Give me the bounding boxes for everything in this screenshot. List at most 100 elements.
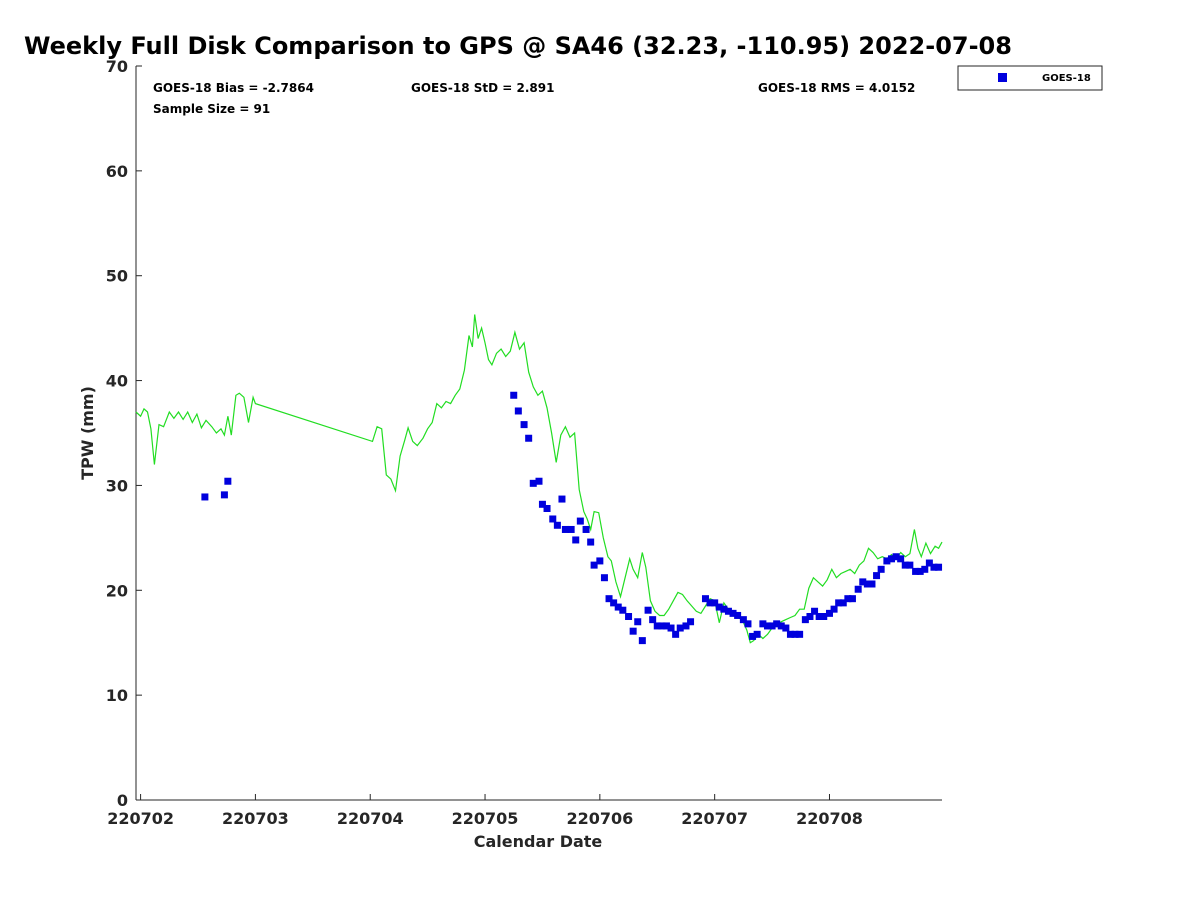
x-axis-label: Calendar Date — [474, 832, 603, 851]
goes-18-data-point — [638, 637, 646, 645]
y-tick-label: 50 — [106, 267, 128, 286]
y-tick-label: 0 — [117, 791, 128, 810]
bias-stat: GOES-18 Bias = -2.7864 — [153, 81, 314, 95]
goes-18-data-point — [753, 630, 761, 638]
chart-title: Weekly Full Disk Comparison to GPS @ SA4… — [24, 32, 1012, 60]
goes-18-data-point — [763, 622, 771, 630]
goes-18-data-point — [667, 624, 675, 632]
goes-18-data-point — [706, 599, 714, 607]
goes-18-data-point — [525, 434, 533, 442]
goes-18-data-point — [801, 616, 809, 624]
goes-18-data-point — [811, 607, 819, 615]
goes-18-data-point — [844, 595, 852, 603]
goes-18-data-point — [720, 605, 728, 613]
y-tick-label: 20 — [106, 581, 128, 600]
goes-18-data-point — [600, 574, 608, 582]
y-tick-label: 30 — [106, 476, 128, 495]
goes-18-data-point — [582, 525, 590, 533]
goes-18-data-point — [773, 620, 781, 628]
x-tick-label: 220707 — [681, 809, 748, 828]
sample-size-stat: Sample Size = 91 — [153, 102, 270, 116]
goes-18-data-point — [224, 477, 232, 485]
goes-18-data-point — [538, 500, 546, 508]
goes-18-data-point — [873, 572, 881, 580]
y-axis-label: TPW (mm) — [78, 386, 97, 480]
x-tick-label: 220704 — [337, 809, 404, 828]
legend-label-goes-18: GOES-18 — [1042, 73, 1091, 84]
goes-18-data-point — [768, 622, 776, 630]
goes-18-data-point — [572, 536, 580, 544]
goes-18-data-point — [724, 607, 732, 615]
plot-area — [135, 66, 942, 801]
goes-18-data-point — [610, 599, 618, 607]
goes-18-data-point — [201, 493, 209, 501]
goes-18-data-point — [830, 605, 838, 613]
goes-18-data-point — [682, 622, 690, 630]
goes-18-data-point — [535, 477, 543, 485]
goes-18-data-point — [854, 585, 862, 593]
goes-18-data-point — [848, 595, 856, 603]
goes-18-data-point — [687, 618, 695, 626]
goes-18-data-point — [676, 624, 684, 632]
y-tick-label: 10 — [106, 686, 128, 705]
x-tick-group: 220702 220703 220704 220705 220706 220707 2207… — [107, 794, 863, 828]
goes-18-data-point — [859, 578, 867, 586]
goes-18-data-point — [587, 538, 595, 546]
goes-18-data-point — [877, 565, 885, 573]
goes-18-data-point — [906, 561, 914, 569]
goes-18-data-point — [520, 421, 528, 429]
goes-18-data-point — [220, 491, 228, 499]
goes-18-data-point — [605, 595, 613, 603]
gps-series-line — [135, 314, 943, 644]
goes-18-data-point — [901, 561, 909, 569]
x-tick-label: 220702 — [107, 809, 174, 828]
goes-18-data-point — [749, 632, 757, 640]
goes-18-data-point — [883, 557, 891, 565]
goes-18-series-group — [201, 391, 943, 645]
goes-18-data-point — [759, 620, 767, 628]
goes-18-data-point — [835, 599, 843, 607]
goes-18-data-point — [619, 606, 627, 614]
goes-18-data-point — [744, 620, 752, 628]
goes-18-data-point — [629, 627, 637, 635]
goes-18-data-point — [786, 630, 794, 638]
goes-18-data-point — [510, 391, 518, 399]
goes-18-data-point — [561, 525, 569, 533]
goes-18-data-point — [930, 563, 938, 571]
goes-18-data-point — [887, 555, 895, 563]
goes-18-data-point — [739, 616, 747, 624]
goes-18-data-point — [796, 630, 804, 638]
goes-18-data-point — [558, 495, 566, 503]
goes-18-data-point — [935, 563, 943, 571]
goes-18-data-point — [921, 565, 929, 573]
goes-18-data-point — [625, 613, 633, 620]
rms-stat: GOES-18 RMS = 4.0152 — [758, 81, 915, 95]
goes-18-data-point — [567, 525, 575, 533]
goes-18-data-point — [868, 580, 876, 588]
gps-series-line-group — [135, 314, 943, 644]
goes-18-data-point — [614, 603, 622, 611]
goes-18-data-point — [649, 616, 657, 624]
goes-18-data-point — [791, 630, 799, 638]
goes-18-data-point — [596, 557, 604, 565]
goes-18-data-point — [863, 580, 871, 588]
goes-18-data-point — [912, 567, 920, 575]
goes-18-data-point — [672, 630, 680, 638]
goes-18-data-point — [734, 611, 742, 619]
goes-18-data-point — [715, 603, 723, 611]
y-tick-label: 70 — [106, 57, 128, 76]
goes-18-data-point — [576, 517, 584, 525]
goes-18-data-point — [892, 553, 900, 561]
y-tick-group: 0 10 20 30 40 50 60 70 — [106, 57, 142, 810]
std-stat: GOES-18 StD = 2.891 — [411, 81, 554, 95]
goes-18-data-point — [820, 613, 828, 620]
goes-18-data-point — [514, 407, 522, 415]
goes-18-data-point — [806, 613, 814, 620]
goes-18-data-point — [925, 559, 933, 567]
goes-18-data-point — [549, 515, 557, 523]
goes-18-data-point — [529, 479, 537, 487]
goes-18-data-point — [729, 609, 737, 617]
goes-18-data-point — [825, 609, 833, 617]
goes-18-data-point — [634, 618, 642, 626]
